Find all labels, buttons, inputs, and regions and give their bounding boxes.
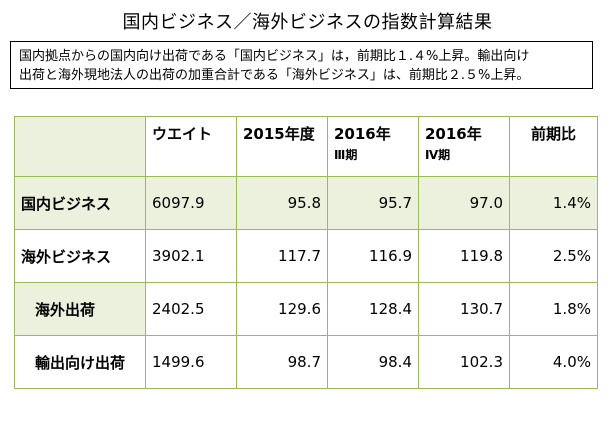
cell-fy2015: 95.8	[236, 176, 328, 230]
row-label: 海外ビジネス	[14, 229, 146, 283]
table-row-overseas-shipments: 海外出荷 2402.5 129.6 128.4 130.7 1.8%	[14, 282, 598, 336]
row-label: 国内ビジネス	[14, 176, 146, 230]
header-weight: ウエイト	[145, 116, 237, 177]
row-label: 海外出荷	[14, 282, 146, 336]
table-row-overseas: 海外ビジネス 3902.1 117.7 116.9 119.8 2.5%	[14, 229, 598, 283]
cell-2016-q4: 102.3	[418, 335, 510, 389]
cell-change: 1.4%	[509, 176, 598, 230]
cell-2016-q3: 116.9	[327, 229, 419, 283]
header-2016-q4-year: 2016年	[425, 125, 482, 143]
cell-change: 4.0%	[509, 335, 598, 389]
table-row-export-shipments: 輸出向け出荷 1499.6 98.7 98.4 102.3 4.0%	[14, 335, 598, 389]
header-2016-q3: 2016年 Ⅲ期	[327, 116, 419, 177]
header-2016-q3-year: 2016年	[334, 125, 391, 143]
cell-change: 2.5%	[509, 229, 598, 283]
cell-change: 1.8%	[509, 282, 598, 336]
cell-fy2015: 98.7	[236, 335, 328, 389]
header-empty-cell	[14, 116, 146, 177]
cell-2016-q4: 119.8	[418, 229, 510, 283]
cell-2016-q3: 98.4	[327, 335, 419, 389]
table-header-row: ウエイト 2015年度 2016年 Ⅲ期 2016年 Ⅳ期 前期比	[14, 116, 598, 177]
cell-fy2015: 129.6	[236, 282, 328, 336]
header-2016-q3-period: Ⅲ期	[334, 148, 358, 162]
cell-fy2015: 117.7	[236, 229, 328, 283]
cell-2016-q3: 128.4	[327, 282, 419, 336]
cell-2016-q3: 95.7	[327, 176, 419, 230]
summary-note-box: 国内拠点からの国内向け出荷である「国内ビジネス」は，前期比１.４%上昇。輸出向け…	[10, 41, 593, 89]
cell-2016-q4: 130.7	[418, 282, 510, 336]
header-2016-q4: 2016年 Ⅳ期	[418, 116, 510, 177]
page-title: 国内ビジネス／海外ビジネスの指数計算結果	[122, 12, 493, 33]
summary-note-line-1: 国内拠点からの国内向け出荷である「国内ビジネス」は，前期比１.４%上昇。輸出向け	[19, 49, 530, 64]
header-fy2015: 2015年度	[236, 116, 328, 177]
cell-weight: 1499.6	[145, 335, 237, 389]
summary-note-line-2: 出荷と海外現地法人の出荷の加重合計である「海外ビジネス」は、前期比２.５%上昇。	[19, 68, 530, 83]
cell-weight: 6097.9	[145, 176, 237, 230]
table-row-domestic: 国内ビジネス 6097.9 95.8 95.7 97.0 1.4%	[14, 176, 598, 230]
index-results-table: ウエイト 2015年度 2016年 Ⅲ期 2016年 Ⅳ期 前期比 国内ビジネス…	[14, 116, 598, 389]
cell-weight: 2402.5	[145, 282, 237, 336]
cell-weight: 3902.1	[145, 229, 237, 283]
cell-2016-q4: 97.0	[418, 176, 510, 230]
header-2016-q4-period: Ⅳ期	[425, 148, 451, 162]
row-label: 輸出向け出荷	[14, 335, 146, 389]
header-change: 前期比	[509, 116, 598, 177]
